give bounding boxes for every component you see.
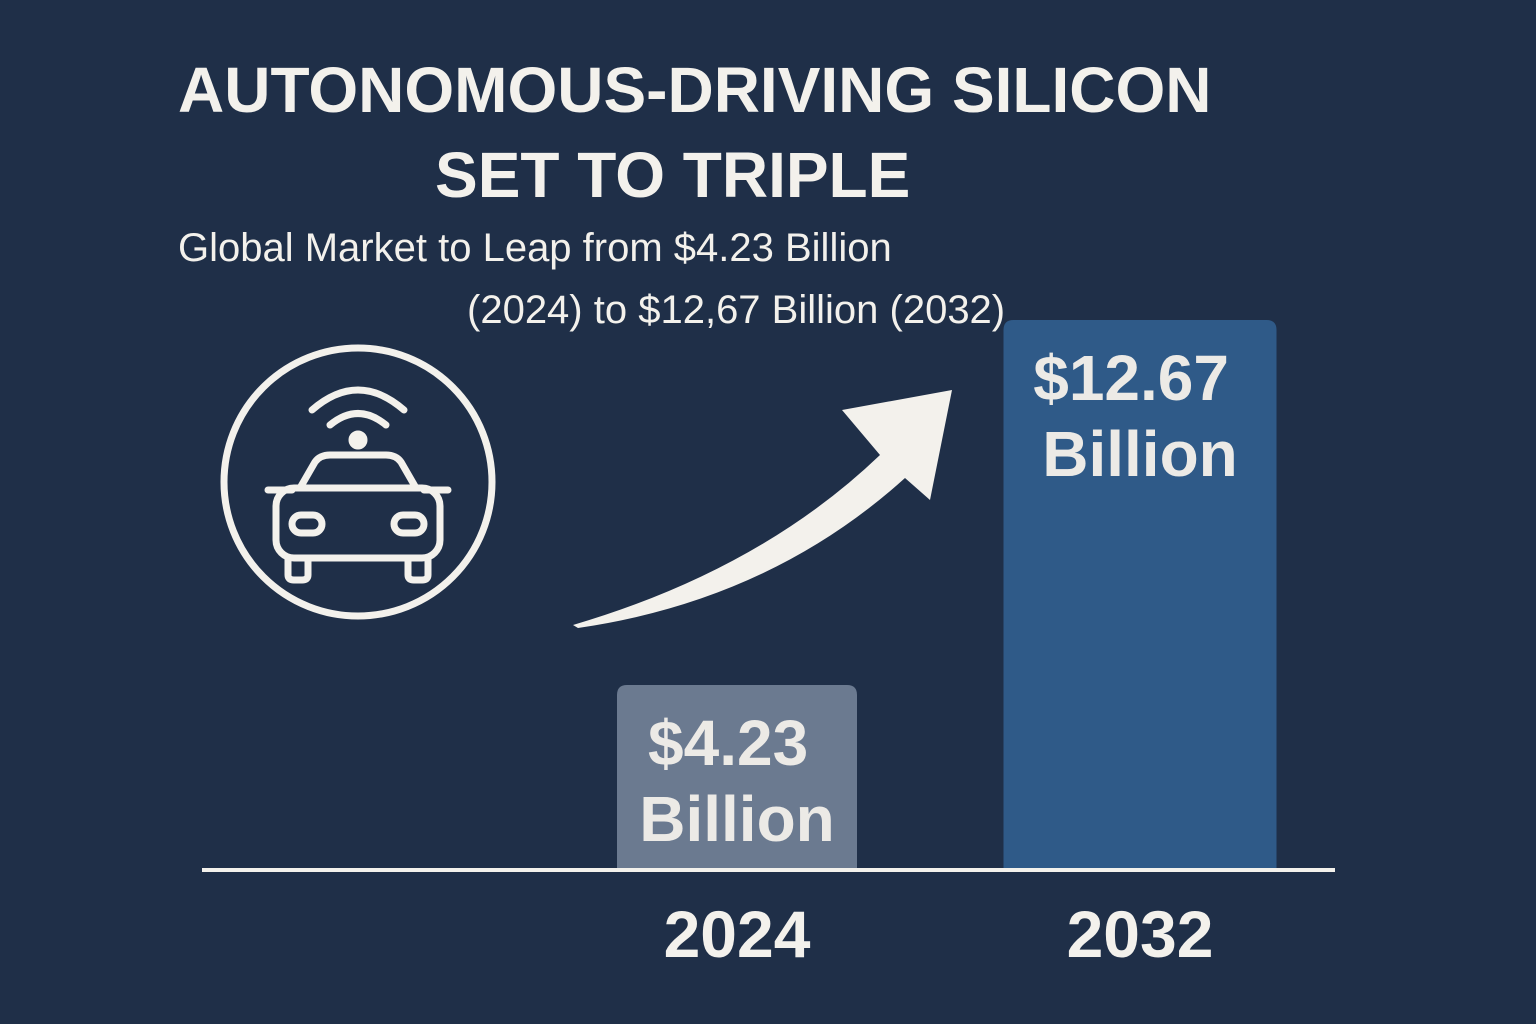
- x-tick-label: 2032: [1067, 897, 1214, 971]
- bar: [1003, 320, 1277, 868]
- bar: [617, 685, 857, 868]
- chart-title: AUTONOMOUS-DRIVING SILICON SET TO TRIPLE: [178, 54, 1229, 211]
- growth-arrow: [573, 390, 952, 628]
- car-icon: [220, 344, 496, 620]
- value-label: $4.23 Billion: [639, 707, 835, 855]
- x-tick-label: 2024: [664, 897, 811, 971]
- value-label: $12.67 Billion: [1033, 342, 1247, 490]
- chart-subtitle: Global Market to Leap from $4.23 Billion…: [178, 226, 1005, 332]
